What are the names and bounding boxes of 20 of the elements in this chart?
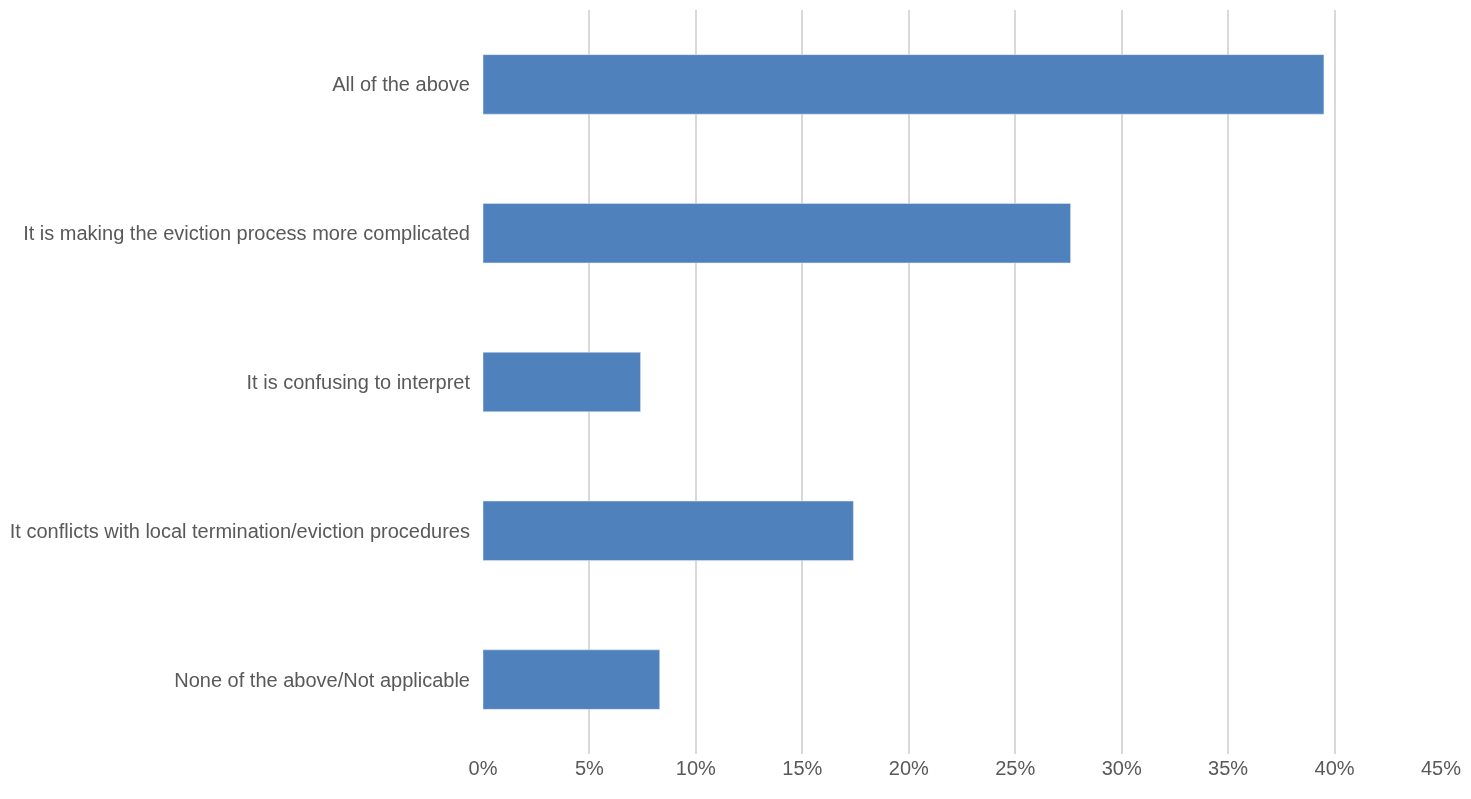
x-tick-label: 35% [1208, 757, 1249, 779]
x-tick-label: 40% [1314, 757, 1355, 779]
y-tick-label: It is making the eviction process more complicated [23, 222, 470, 245]
bar [483, 203, 1071, 264]
y-tick-label: All of the above [332, 73, 470, 96]
x-tick-label: 45% [1420, 757, 1462, 779]
x-tick-label: 20% [888, 757, 930, 779]
y-tick-label: None of the above/Not applicable [174, 668, 470, 691]
bar [483, 500, 854, 561]
y-tick-label: It is confusing to interpret [246, 371, 471, 393]
bar [483, 649, 660, 710]
x-tick-label: 30% [1101, 757, 1142, 779]
bar [483, 351, 641, 413]
x-tick-label: 0% [468, 757, 498, 779]
x-tick-label: 15% [782, 757, 823, 779]
bar [483, 54, 1325, 115]
x-tick-label: 10% [675, 757, 717, 779]
x-tick-label: 5% [574, 757, 605, 779]
y-tick-label: It conflicts with local termination/eviction procedures [9, 519, 470, 542]
x-tick-label: 25% [995, 757, 1036, 779]
